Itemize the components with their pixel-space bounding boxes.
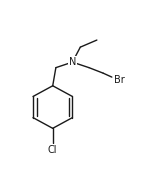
Text: N: N: [69, 57, 76, 67]
Text: Cl: Cl: [48, 145, 57, 155]
Text: Br: Br: [114, 75, 124, 85]
